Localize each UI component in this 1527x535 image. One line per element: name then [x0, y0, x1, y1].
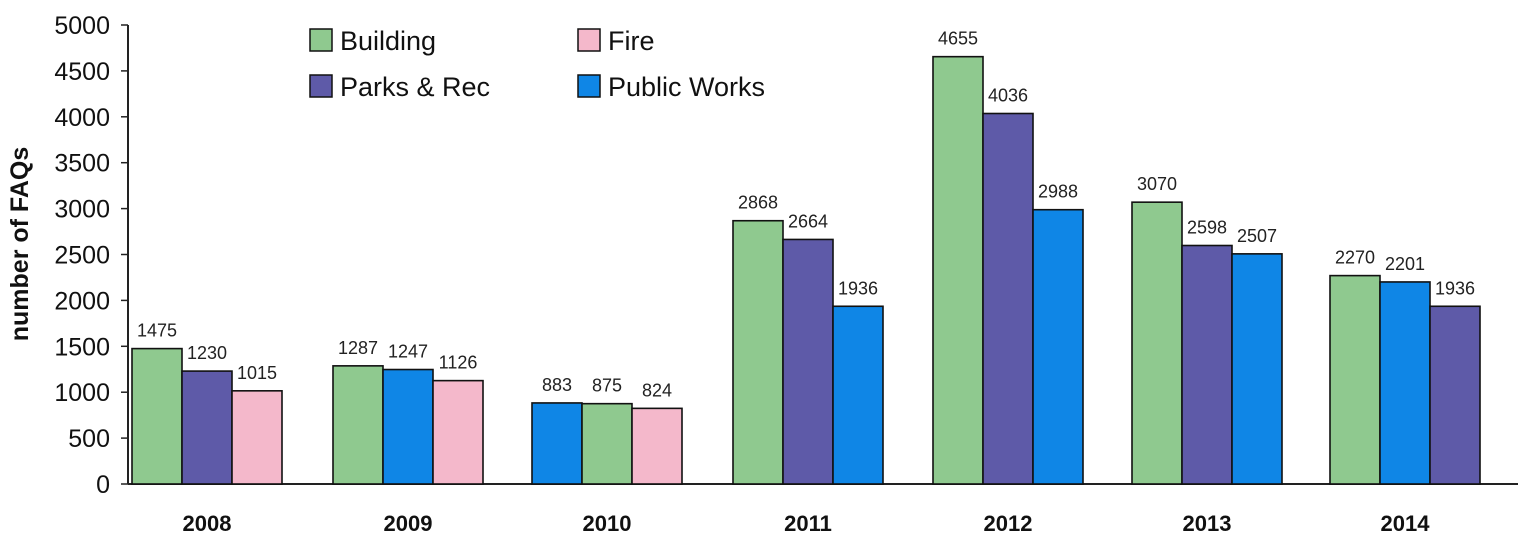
data-labels: 1475 1230 1015 1287 1247 1126 883 875 824 2868 266… — [137, 29, 1475, 401]
bar-2009-building — [332, 365, 384, 485]
bar-2014-public-works — [1379, 281, 1431, 485]
data-label: 883 — [542, 375, 572, 395]
bar-2008-building — [131, 347, 183, 485]
y-tick-label: 0 — [96, 471, 110, 499]
bar-2012-building — [932, 55, 984, 485]
data-label: 2507 — [1237, 226, 1277, 246]
legend-label: Building — [340, 26, 436, 56]
x-category-label: 2012 — [984, 511, 1033, 535]
data-label: 824 — [642, 380, 672, 400]
x-category-label: 2008 — [183, 511, 232, 535]
legend-label: Public Works — [608, 72, 765, 102]
data-label: 2664 — [788, 211, 828, 231]
data-label: 1126 — [439, 353, 478, 373]
bar-2011-building — [732, 219, 784, 485]
data-label: 1936 — [838, 278, 878, 298]
data-label: 2270 — [1335, 248, 1375, 268]
bar-2011-parks-rec — [782, 238, 834, 485]
data-label: 4036 — [988, 85, 1028, 105]
bar-2010-fire — [631, 407, 683, 485]
category-labels: 2008 2009 2010 2011 2012 2013 2014 — [183, 511, 1431, 535]
y-ticks: 0 500 1000 1500 2000 2500 3000 3500 4000 4500 5000 — [54, 12, 128, 499]
y-tick-label: 2500 — [54, 242, 110, 270]
data-label: 1230 — [187, 343, 227, 363]
y-tick-label: 5000 — [54, 12, 110, 40]
legend-swatch — [577, 28, 601, 52]
data-label: 1015 — [237, 363, 277, 383]
y-tick-label: 500 — [68, 425, 110, 453]
y-tick-label: 3000 — [54, 196, 110, 224]
x-category-label: 2009 — [384, 511, 433, 535]
data-label: 3070 — [1137, 174, 1177, 194]
legend-swatch — [309, 28, 333, 52]
x-category-label: 2010 — [583, 511, 632, 535]
bar-2011-public-works — [832, 305, 884, 485]
bar-2013-building — [1131, 201, 1183, 485]
y-tick-label: 4000 — [54, 104, 110, 132]
y-tick-label: 1000 — [54, 379, 110, 407]
data-label: 1936 — [1435, 278, 1475, 298]
legend-swatch — [309, 74, 333, 98]
legend: Building Fire Parks & Rec Public Works — [309, 26, 765, 102]
bar-2010-public-works — [531, 402, 583, 485]
bars — [131, 55, 1481, 485]
y-axis-title: number of FAQs — [6, 147, 34, 341]
bar-2013-parks-rec — [1181, 244, 1233, 485]
data-label: 1287 — [338, 338, 378, 358]
bar-2012-public-works — [1032, 208, 1084, 485]
y-tick-label: 1500 — [54, 333, 110, 361]
bar-2013-public-works — [1231, 253, 1283, 485]
data-label: 1475 — [137, 321, 177, 341]
bar-2009-fire — [432, 379, 484, 485]
x-category-label: 2013 — [1183, 511, 1232, 535]
data-label: 2598 — [1187, 218, 1227, 238]
bar-2014-building — [1329, 274, 1381, 485]
bar-2014-parks-rec — [1429, 305, 1481, 485]
legend-swatch — [577, 74, 601, 98]
legend-label: Fire — [608, 26, 655, 56]
data-label: 875 — [592, 376, 622, 396]
data-label: 1247 — [388, 342, 428, 362]
y-tick-label: 3500 — [54, 150, 110, 178]
bar-2012-parks-rec — [982, 112, 1034, 485]
bar-2008-fire — [231, 390, 283, 485]
data-label: 4655 — [938, 29, 978, 49]
y-tick-label: 2000 — [54, 287, 110, 315]
bar-2010-building — [581, 402, 633, 485]
bar-2009-public-works — [382, 368, 434, 485]
data-label: 2988 — [1038, 182, 1078, 202]
legend-label: Parks & Rec — [340, 72, 490, 102]
data-label: 2868 — [738, 193, 778, 213]
data-label: 2201 — [1385, 254, 1425, 274]
y-tick-label: 4500 — [54, 58, 110, 86]
x-category-label: 2011 — [784, 511, 832, 535]
bar-2008-parks-rec — [181, 370, 233, 485]
x-category-label: 2014 — [1381, 511, 1431, 535]
